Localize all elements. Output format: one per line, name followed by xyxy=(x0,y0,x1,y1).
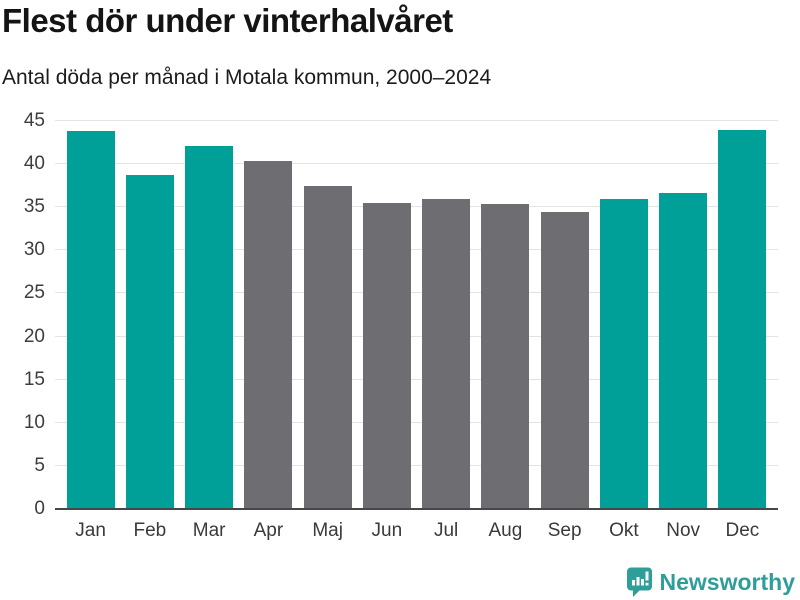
brand-footer: Newsworthy xyxy=(626,567,795,597)
chart-subtitle: Antal döda per månad i Motala kommun, 20… xyxy=(2,66,492,89)
x-tick-label: Feb xyxy=(133,520,167,541)
x-tick-label: Jan xyxy=(75,520,106,541)
bar-jan xyxy=(66,130,115,509)
bar-slot xyxy=(357,121,416,509)
x-tick-label: Nov xyxy=(666,520,701,541)
bar-maj xyxy=(303,185,352,509)
gridline xyxy=(55,120,778,121)
x-tick-label: Okt xyxy=(609,520,639,541)
bar-mar xyxy=(185,146,234,509)
bar-slot xyxy=(239,121,298,509)
bar-slot xyxy=(180,121,239,509)
gridline xyxy=(55,249,778,251)
bar-apr xyxy=(244,160,293,509)
bar-feb xyxy=(125,175,174,509)
x-tick-label: Jun xyxy=(371,520,403,541)
x-tick-label: Mar xyxy=(192,520,226,541)
bar-slot xyxy=(654,121,713,509)
gridline xyxy=(55,335,778,337)
gridline xyxy=(55,163,778,165)
bar-dec xyxy=(718,129,767,509)
y-tick-label: 35 xyxy=(23,196,45,218)
bar-slot xyxy=(713,121,772,509)
gridline xyxy=(55,378,778,380)
x-tick-label: Aug xyxy=(488,520,523,541)
y-tick-label: 30 xyxy=(23,239,45,261)
bar-jul xyxy=(422,198,471,509)
gridline xyxy=(55,421,778,423)
plot-area xyxy=(55,120,778,510)
bar-aug xyxy=(481,203,530,509)
bar-slot xyxy=(535,121,594,509)
newsworthy-logo-icon xyxy=(626,567,653,597)
bar-sep xyxy=(540,212,589,509)
y-tick-label: 15 xyxy=(23,368,45,390)
bar-okt xyxy=(599,199,648,509)
x-axis-line xyxy=(55,508,778,510)
brand-name: Newsworthy xyxy=(659,569,795,595)
bar-slot xyxy=(417,121,476,509)
x-tick-label: Sep xyxy=(547,520,582,541)
bar-slot xyxy=(298,121,357,509)
y-tick-label: 20 xyxy=(23,325,45,347)
bar-slot xyxy=(120,121,179,509)
bar-slot xyxy=(61,121,120,509)
bars xyxy=(55,121,778,509)
bar-jun xyxy=(362,202,411,509)
y-axis: 0 5 10 15 20 25 30 35 40 45 xyxy=(0,110,45,519)
gridline xyxy=(55,206,778,208)
x-axis: Jan Feb Mar Apr Maj Jun Jul Aug Sep Okt Nov Dec xyxy=(55,512,778,552)
y-tick-label: 25 xyxy=(23,282,45,304)
gridline xyxy=(55,464,778,466)
gridline xyxy=(55,292,778,294)
y-tick-label: 5 xyxy=(34,454,45,476)
bar-slot xyxy=(594,121,653,509)
x-tick-label: Jul xyxy=(433,520,459,541)
x-tick-label: Apr xyxy=(253,520,284,541)
y-tick-label: 45 xyxy=(23,110,45,131)
y-tick-label: 40 xyxy=(23,153,45,175)
x-tick-label: Dec xyxy=(725,520,760,541)
chart-title: Flest dör under vinterhalvåret xyxy=(2,2,453,39)
bar-slot xyxy=(476,121,535,509)
bar-nov xyxy=(659,193,708,509)
y-tick-label: 10 xyxy=(23,411,45,433)
x-tick-label: Maj xyxy=(312,520,343,541)
y-tick-label: 0 xyxy=(34,498,45,519)
